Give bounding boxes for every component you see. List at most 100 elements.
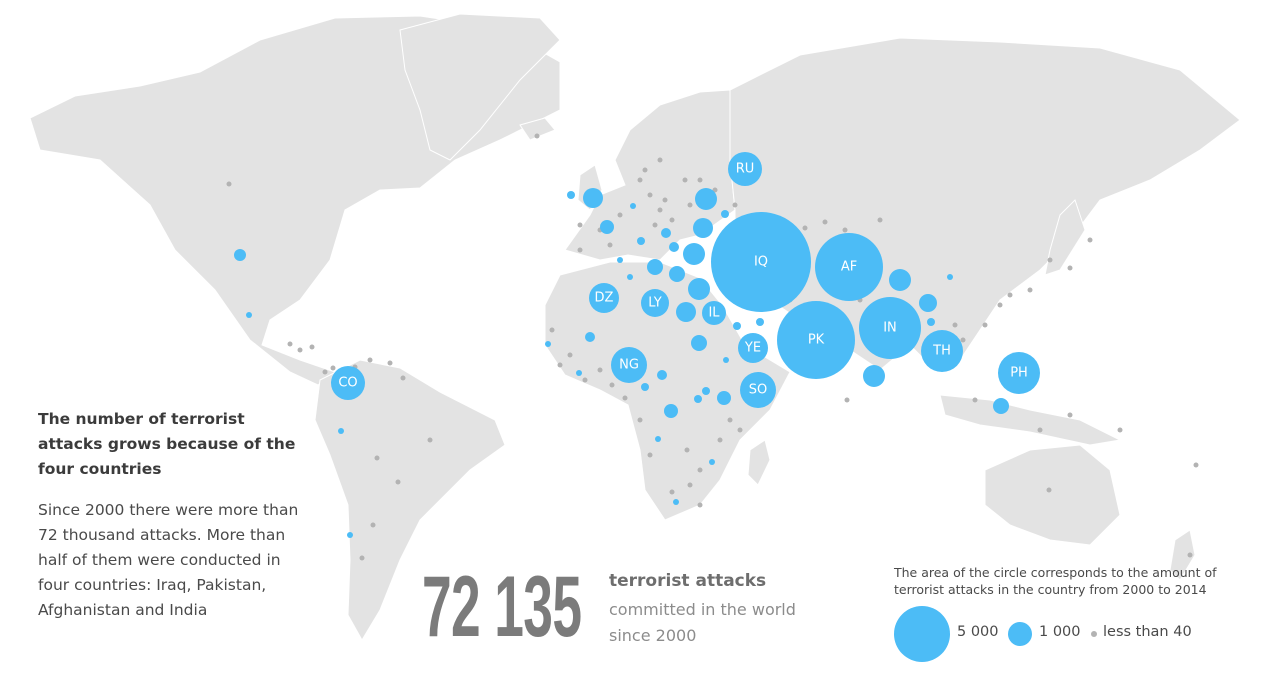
country-bubble: [733, 322, 741, 330]
minor-country-dot: [717, 437, 723, 443]
country-bubble: [993, 398, 1009, 414]
country-bubble: [567, 191, 575, 199]
new-zealand-landmass: [1169, 529, 1196, 581]
australia-landmass: [984, 444, 1121, 546]
minor-country-dot: [647, 452, 653, 458]
headline-body: Since 2000 there were more than 72 thous…: [38, 501, 299, 619]
attack-bubbles: IQ AF PK IN TH PH RU DZ LY IL YE SO NG CO: [234, 152, 1040, 538]
minor-country-dot: [577, 222, 583, 228]
country-code-label: DZ: [595, 291, 614, 306]
minor-country-dot: [374, 455, 380, 461]
country-bubble: [717, 391, 731, 405]
country-code-label: NG: [619, 358, 639, 373]
minor-country-dot: [972, 397, 978, 403]
legend-medium-circle: [1008, 622, 1032, 646]
country-bubble: [694, 395, 702, 403]
country-bubble: [702, 387, 710, 395]
minor-country-dot: [657, 207, 663, 213]
country-bubble: [655, 436, 661, 442]
minor-country-dot: [534, 133, 540, 139]
country-bubble: [585, 332, 595, 342]
minor-country-dot: [1117, 427, 1123, 433]
country-bubble: [693, 218, 713, 238]
minor-country-dot: [687, 202, 693, 208]
minor-country-dot: [297, 347, 303, 353]
country-bubble: [919, 294, 937, 312]
country-bubble-af: [815, 233, 883, 301]
legend-large-circle: [894, 606, 950, 662]
minor-country-dot: [842, 227, 848, 233]
minor-country-dot: [697, 502, 703, 508]
total-attacks-label: terrorist attacks: [609, 571, 767, 591]
minor-country-dot: [427, 437, 433, 443]
country-bubble: [721, 210, 729, 218]
minor-country-dot: [1007, 292, 1013, 298]
country-bubble: [669, 266, 685, 282]
country-bubble-iq: [711, 212, 811, 312]
legend-small-dot: [1091, 631, 1097, 637]
minor-country-dot: [309, 344, 315, 350]
minor-country-dot: [400, 375, 406, 381]
minor-country-dot: [647, 192, 653, 198]
minor-country-dot: [997, 302, 1003, 308]
minor-country-dot: [367, 357, 373, 363]
country-code-label: IL: [708, 306, 720, 321]
minor-country-dot: [1193, 462, 1199, 468]
minor-country-dot: [982, 322, 988, 328]
minor-country-dot: [682, 177, 688, 183]
country-bubble: [688, 278, 710, 300]
minor-country-dot: [549, 327, 555, 333]
country-bubble: [695, 188, 717, 210]
minor-country-dot: [287, 341, 293, 347]
minor-country-dot: [617, 212, 623, 218]
country-bubble: [641, 383, 649, 391]
country-bubble: [669, 242, 679, 252]
country-bubble-ye: [738, 333, 768, 363]
country-bubble: [246, 312, 252, 318]
legend-large-label: 5 000: [957, 624, 999, 640]
minor-country-dot: [662, 197, 668, 203]
country-code-label: IQ: [754, 255, 768, 270]
country-bubble-ph: [998, 352, 1040, 394]
minor-country-dot: [322, 369, 328, 375]
minor-country-dot: [1087, 237, 1093, 243]
minor-country-dot: [822, 219, 828, 225]
country-bubble: [863, 365, 885, 387]
legend-medium-label: 1 000: [1039, 624, 1081, 640]
greenland-landmass: [399, 13, 561, 161]
country-code-label: CO: [338, 376, 357, 391]
minor-country-dot: [732, 202, 738, 208]
minor-country-dot: [395, 479, 401, 485]
headline-title: The number of terrorist attacks grows be…: [38, 410, 296, 478]
country-bubble: [691, 335, 707, 351]
country-bubble: [756, 318, 764, 326]
country-bubble: [637, 237, 645, 245]
minor-country-dot: [960, 337, 966, 343]
minor-country-dot: [652, 222, 658, 228]
country-bubble-ng: [611, 347, 647, 383]
country-code-label: SO: [749, 383, 767, 398]
minor-country-dot: [1067, 412, 1073, 418]
country-bubble: [234, 249, 246, 261]
minor-country-dot: [727, 417, 733, 423]
minor-country-dot: [1187, 552, 1193, 558]
minor-country-dot: [802, 225, 808, 231]
minor-country-dot: [557, 362, 563, 368]
country-code-label: PK: [808, 333, 825, 348]
country-code-label: RU: [736, 162, 755, 177]
country-bubble: [673, 499, 679, 505]
legend: 5 000 1 000 less than 40: [894, 606, 1254, 662]
minor-country-dot: [844, 397, 850, 403]
legend-small-label: less than 40: [1103, 624, 1192, 640]
minor-country-dot: [657, 157, 663, 163]
country-bubble-so: [740, 372, 776, 408]
minor-country-dot: [737, 427, 743, 433]
country-bubble: [927, 318, 935, 326]
country-bubble: [576, 370, 582, 376]
minor-country-dot: [609, 382, 615, 388]
minor-country-dot: [330, 365, 336, 371]
country-code-label: LY: [648, 296, 662, 311]
minor-country-dot: [582, 377, 588, 383]
country-bubble: [889, 269, 911, 291]
country-bubble: [583, 188, 603, 208]
